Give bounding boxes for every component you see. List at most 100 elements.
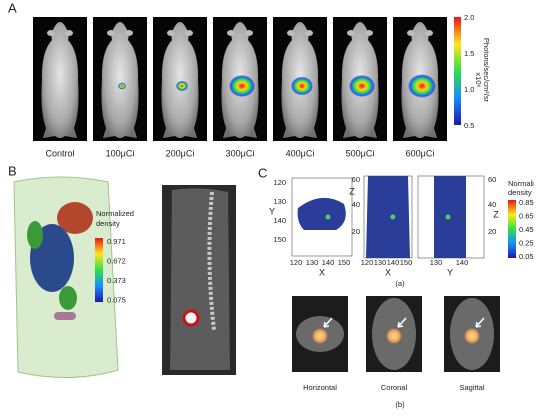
legend-tick: 0.65 bbox=[519, 211, 534, 220]
mouse bbox=[41, 22, 79, 138]
ct-tumor bbox=[386, 328, 402, 344]
legend-tick: 0.05 bbox=[519, 252, 534, 261]
x-tick-label: 140 bbox=[387, 258, 400, 267]
mouse-label: 400μCi bbox=[286, 148, 315, 158]
y-tick-label: 40 bbox=[488, 200, 496, 209]
hot-spot bbox=[390, 214, 396, 220]
legend-tick: 0.075 bbox=[107, 295, 126, 304]
slice bbox=[366, 176, 410, 258]
signal bbox=[291, 76, 313, 96]
y-tick-label: 40 bbox=[352, 200, 360, 209]
ct-body bbox=[170, 188, 230, 370]
arrow bbox=[397, 317, 407, 328]
view-label: Sagittal bbox=[459, 383, 484, 392]
colorbar-tick: 0.5 bbox=[464, 121, 474, 130]
panel-label: C bbox=[258, 165, 267, 180]
arrow bbox=[323, 317, 333, 328]
mouse-ear bbox=[167, 30, 175, 36]
colorbar-unit: Photons/sec/cm²/sr bbox=[482, 38, 491, 103]
slice bbox=[297, 197, 346, 230]
mouse-label: 300μCi bbox=[226, 148, 255, 158]
x-tick-label: 150 bbox=[400, 258, 413, 267]
mouse-ear bbox=[245, 30, 253, 36]
y-tick-label: 20 bbox=[488, 227, 496, 236]
y-axis-label: Z bbox=[493, 209, 499, 219]
hot-spot bbox=[325, 214, 331, 220]
ct-tumor bbox=[312, 328, 328, 344]
panel-label: A bbox=[8, 0, 17, 15]
x-tick-label: 120 bbox=[361, 258, 374, 267]
mouse-label: 100μCi bbox=[106, 148, 135, 158]
x-axis-label: X bbox=[385, 267, 391, 277]
y-tick-label: 20 bbox=[352, 227, 360, 236]
legend-title: density bbox=[96, 219, 120, 228]
y-tick-label: 120 bbox=[273, 178, 286, 187]
content: A Control 100μCi 200μCi 300μCi 400μCi 500μCi 60… bbox=[8, 0, 534, 409]
view-label: Horizontal bbox=[303, 383, 337, 392]
colorbar bbox=[508, 200, 516, 258]
legend-tick: 0.373 bbox=[107, 276, 126, 285]
x-tick-label: 130 bbox=[430, 258, 443, 267]
legend-tick: 0.85 bbox=[519, 198, 534, 207]
caption: (a) bbox=[395, 279, 405, 288]
legend-tick: 0.672 bbox=[107, 256, 126, 265]
x-tick-label: 130 bbox=[374, 258, 387, 267]
colorbar-tick: 1.0 bbox=[464, 85, 474, 94]
mouse bbox=[161, 22, 199, 138]
mouse-label: Control bbox=[45, 148, 74, 158]
colorbar-tick: 2.0 bbox=[464, 13, 474, 22]
legend-tick: 0.45 bbox=[519, 225, 534, 234]
x-axis-label: Y bbox=[447, 267, 453, 277]
mouse-label: 200μCi bbox=[166, 148, 195, 158]
organ bbox=[59, 286, 77, 310]
colorbar-tick: 1.5 bbox=[464, 49, 474, 58]
hot-spot bbox=[445, 214, 451, 220]
x-tick-label: 120 bbox=[290, 258, 303, 267]
mouse-ear bbox=[425, 30, 433, 36]
mouse-ear bbox=[305, 30, 313, 36]
colorbar-multiplier: x10⁶ bbox=[474, 72, 483, 87]
y-tick-label: 140 bbox=[273, 216, 286, 225]
mouse-ear bbox=[107, 30, 115, 36]
legend-tick: 0.25 bbox=[519, 238, 534, 247]
mouse-ear bbox=[407, 30, 415, 36]
caption: (b) bbox=[395, 400, 405, 409]
signal bbox=[118, 82, 126, 90]
signal bbox=[349, 74, 375, 98]
x-tick-label: 140 bbox=[322, 258, 335, 267]
legend-title: Normalized bbox=[96, 209, 134, 218]
mouse-label: 500μCi bbox=[346, 148, 375, 158]
legend-title: density bbox=[508, 188, 532, 197]
signal bbox=[229, 74, 255, 98]
mouse-ear bbox=[227, 30, 235, 36]
mouse-ear bbox=[287, 30, 295, 36]
x-axis-label: X bbox=[319, 267, 325, 277]
legend-title: Normali bbox=[508, 179, 534, 188]
y-tick-label: 60 bbox=[488, 175, 496, 184]
signal bbox=[176, 80, 188, 92]
ct-tumor bbox=[182, 309, 200, 327]
mouse-ear bbox=[47, 30, 55, 36]
mouse-ear bbox=[347, 30, 355, 36]
y-tick-label: 150 bbox=[273, 235, 286, 244]
legend-tick: 0.971 bbox=[107, 237, 126, 246]
ct-spine bbox=[207, 191, 216, 331]
ct-tumor bbox=[464, 328, 480, 344]
mouse-ear bbox=[65, 30, 73, 36]
mouse-ear bbox=[125, 30, 133, 36]
y-axis-label: Z bbox=[349, 186, 355, 196]
arrow bbox=[475, 317, 485, 328]
x-tick-label: 130 bbox=[306, 258, 319, 267]
y-tick-label: 130 bbox=[273, 197, 286, 206]
organ bbox=[57, 202, 93, 234]
mouse bbox=[101, 22, 139, 138]
colorbar bbox=[95, 238, 103, 302]
organ bbox=[27, 221, 43, 249]
signal bbox=[408, 74, 436, 98]
x-tick-label: 150 bbox=[338, 258, 351, 267]
mouse-ear bbox=[365, 30, 373, 36]
mouse-ear bbox=[185, 30, 193, 36]
panel-label: B bbox=[8, 163, 17, 178]
view-label: Coronal bbox=[381, 383, 408, 392]
